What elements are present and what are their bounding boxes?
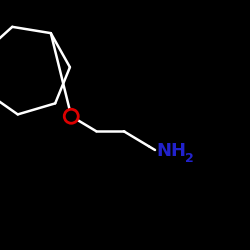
- Text: 2: 2: [185, 152, 194, 165]
- Circle shape: [64, 109, 78, 123]
- Text: NH: NH: [156, 142, 186, 160]
